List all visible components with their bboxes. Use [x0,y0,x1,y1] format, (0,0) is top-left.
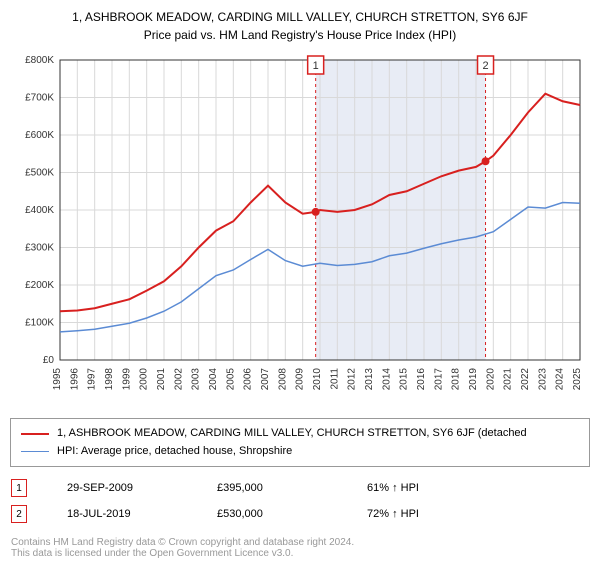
svg-text:2007: 2007 [260,368,271,391]
address-title: 1, ASHBROOK MEADOW, CARDING MILL VALLEY,… [10,10,590,24]
svg-text:2000: 2000 [139,368,150,391]
sale-pct: 61% ↑ HPI [367,482,517,494]
sale-row: 1 29-SEP-2009£395,00061% ↑ HPI [11,475,589,501]
sales-table: 1 29-SEP-2009£395,00061% ↑ HPI 2 18-JUL-201… [11,475,589,527]
svg-text:2013: 2013 [364,368,375,391]
svg-text:2009: 2009 [295,368,306,391]
legend-row: 1, ASHBROOK MEADOW, CARDING MILL VALLEY,… [21,425,579,443]
svg-text:1: 1 [313,60,319,72]
svg-text:2005: 2005 [225,368,236,391]
sale-event-marker: 1 [11,479,27,497]
svg-text:£200K: £200K [25,280,54,291]
svg-text:£600K: £600K [25,130,54,141]
svg-text:2018: 2018 [451,368,462,391]
footer-attribution: Contains HM Land Registry data © Crown c… [11,537,589,559]
svg-text:2008: 2008 [277,368,288,391]
svg-text:2001: 2001 [156,368,167,391]
price-chart: £0 £100K £200K £300K £400K £500K £600K £700K £80… [10,50,590,410]
svg-text:2023: 2023 [537,368,548,391]
svg-text:2006: 2006 [243,368,254,391]
legend-row: HPI: Average price, detached house, Shro… [21,443,579,461]
svg-text:2010: 2010 [312,368,323,391]
svg-text:2012: 2012 [347,368,358,391]
svg-text:2002: 2002 [173,368,184,391]
svg-text:2: 2 [482,60,488,72]
svg-text:2011: 2011 [329,368,340,390]
legend-label: 1, ASHBROOK MEADOW, CARDING MILL VALLEY,… [57,425,527,443]
svg-text:1998: 1998 [104,368,115,391]
svg-text:2021: 2021 [503,368,514,391]
svg-text:2004: 2004 [208,368,219,391]
svg-text:1995: 1995 [52,368,63,391]
sale-date: 18-JUL-2019 [67,508,217,520]
sale-price: £395,000 [217,482,367,494]
svg-text:£500K: £500K [25,168,54,179]
svg-text:2019: 2019 [468,368,479,391]
svg-text:2014: 2014 [381,368,392,391]
legend: 1, ASHBROOK MEADOW, CARDING MILL VALLEY,… [10,418,590,467]
svg-text:£400K: £400K [25,205,54,216]
sale-date: 29-SEP-2009 [67,482,217,494]
svg-text:£800K: £800K [25,55,54,66]
sale-pct: 72% ↑ HPI [367,508,517,520]
svg-text:2003: 2003 [191,368,202,391]
svg-text:2015: 2015 [399,368,410,391]
sale-price: £530,000 [217,508,367,520]
svg-text:£700K: £700K [25,93,54,104]
svg-text:2025: 2025 [572,368,583,391]
subtitle: Price paid vs. HM Land Registry's House … [10,28,590,42]
footer-line1: Contains HM Land Registry data © Crown c… [11,537,589,548]
svg-text:£300K: £300K [25,243,54,254]
svg-text:£100K: £100K [25,318,54,329]
legend-swatch [21,433,49,435]
svg-text:2024: 2024 [555,368,566,391]
svg-text:1999: 1999 [121,368,132,391]
legend-swatch [21,451,49,453]
footer-line2: This data is licensed under the Open Gov… [11,548,589,559]
svg-text:2016: 2016 [416,368,427,391]
sale-event-marker: 2 [11,505,27,523]
chart-header: 1, ASHBROOK MEADOW, CARDING MILL VALLEY,… [10,10,590,42]
svg-text:1996: 1996 [69,368,80,391]
svg-text:2020: 2020 [485,368,496,391]
svg-text:1997: 1997 [87,368,98,391]
sale-row: 2 18-JUL-2019£530,00072% ↑ HPI [11,501,589,527]
svg-text:2022: 2022 [520,368,531,391]
svg-text:£0: £0 [43,355,55,366]
legend-label: HPI: Average price, detached house, Shro… [57,443,292,461]
svg-text:2017: 2017 [433,368,444,391]
